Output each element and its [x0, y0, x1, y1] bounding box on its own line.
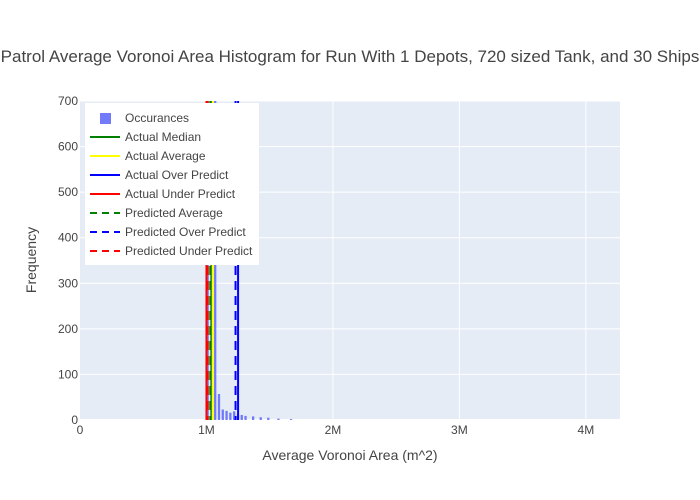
y-tick-label: 100 [58, 367, 78, 381]
histogram-bar[interactable] [277, 418, 280, 420]
legend-label[interactable]: Actual Over Predict [125, 168, 229, 182]
x-tick-label: 3M [451, 423, 468, 437]
histogram-bar[interactable] [229, 412, 232, 420]
x-axis-ticks: 0 1M 2M 3M 4M [77, 423, 595, 437]
x-tick-label: 4M [578, 423, 595, 437]
x-axis-title: Average Voronoi Area (m^2) [262, 447, 437, 463]
legend-label[interactable]: Actual Average [125, 149, 206, 163]
y-tick-label: 700 [58, 94, 78, 108]
histogram-bar[interactable] [225, 410, 228, 420]
x-tick-label: 2M [325, 423, 342, 437]
y-tick-label: 0 [71, 413, 78, 427]
y-axis-ticks: 0 100 200 300 400 500 600 700 [58, 94, 78, 427]
legend-box [85, 103, 259, 265]
histogram-bar[interactable] [289, 419, 293, 420]
y-tick-label: 300 [58, 276, 78, 290]
y-axis-title: Frequency [23, 227, 39, 293]
histogram-bar[interactable] [240, 414, 243, 420]
legend-label[interactable]: Occurances [125, 111, 189, 125]
histogram-bar[interactable] [251, 416, 255, 420]
legend-swatch [100, 113, 111, 124]
y-tick-label: 500 [58, 185, 78, 199]
histogram-bar[interactable] [233, 411, 236, 420]
chart-title: Patrol Average Voronoi Area Histogram fo… [1, 47, 700, 66]
legend-label[interactable]: Predicted Under Predict [125, 244, 253, 258]
x-tick-label: 0 [77, 423, 84, 437]
x-tick-label: 1M [198, 423, 215, 437]
histogram-bar[interactable] [244, 415, 247, 420]
histogram-bar[interactable] [267, 417, 270, 420]
histogram-bar[interactable] [259, 417, 262, 420]
legend-label[interactable]: Predicted Over Predict [125, 225, 246, 239]
y-tick-label: 600 [58, 140, 78, 154]
legend[interactable]: Occurances Actual Median Actual Average Act… [85, 103, 259, 265]
histogram-bar[interactable] [221, 409, 224, 420]
y-tick-label: 200 [58, 322, 78, 336]
legend-label[interactable]: Actual Under Predict [125, 187, 236, 201]
legend-label[interactable]: Actual Median [125, 130, 201, 144]
legend-label[interactable]: Predicted Average [125, 206, 223, 220]
histogram-bar[interactable] [217, 394, 221, 420]
y-tick-label: 400 [58, 231, 78, 245]
